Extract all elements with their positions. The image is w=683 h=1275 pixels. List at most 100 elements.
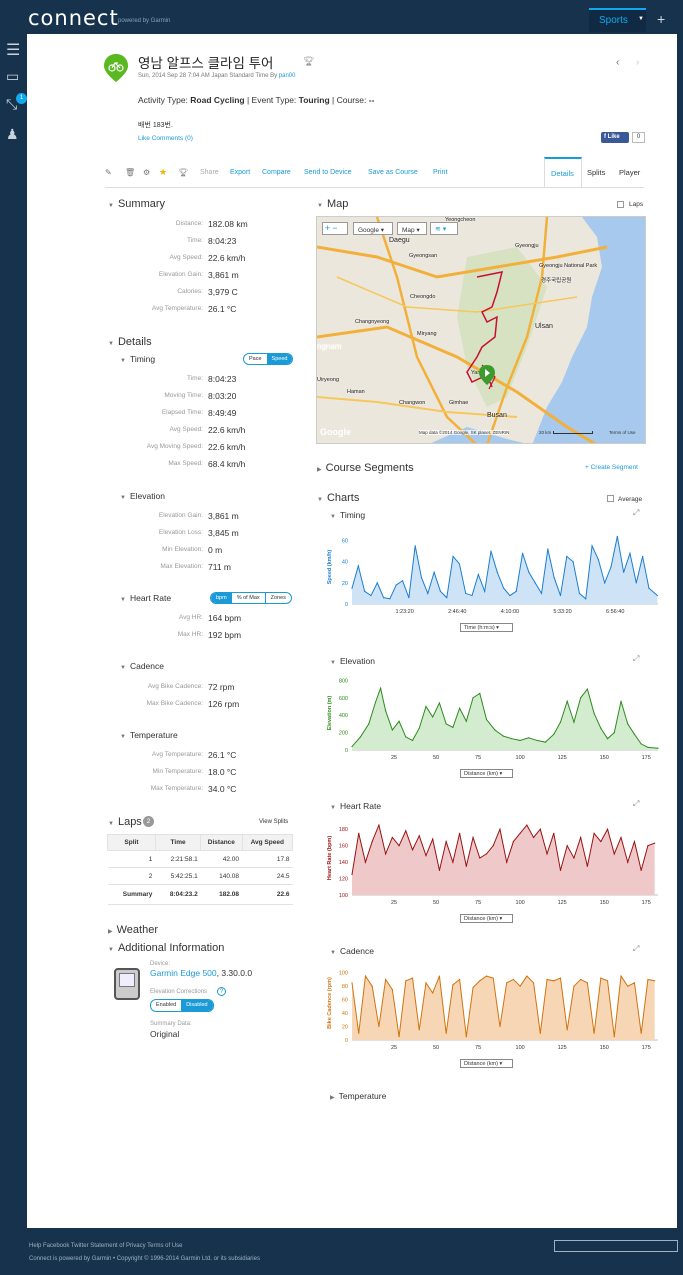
elevation-heading[interactable]: ▼ Elevation — [120, 491, 165, 501]
google-layer-select[interactable]: Google ▾ — [353, 222, 393, 235]
start-marker-icon[interactable] — [479, 365, 495, 385]
device-link[interactable]: Garmin Edge 500 — [150, 968, 217, 978]
tab-player[interactable]: Player — [619, 168, 641, 177]
data-point — [398, 845, 400, 847]
bpm-option[interactable]: bpm — [211, 593, 232, 603]
x-axis-select[interactable]: Distance (km) ▾ — [460, 769, 513, 778]
pace-speed-toggle[interactable]: Pace Speed — [243, 353, 294, 365]
share-button[interactable]: Share — [200, 169, 219, 176]
heart-rate-heading[interactable]: ▼ Heart Rate — [120, 593, 171, 603]
chart-heading[interactable]: ▼ Cadence — [330, 946, 374, 956]
stat-value: 126 rpm — [208, 699, 240, 709]
chart-elevation[interactable]: Elevation (m) 0 200 400 600 800 25 50 75 100 125 15… — [318, 670, 662, 770]
map-type-select[interactable]: Map ▾ — [397, 222, 427, 235]
charts-heading[interactable]: ▼ Charts — [317, 492, 359, 504]
connect-logo[interactable]: connect — [28, 6, 119, 30]
menu-icon[interactable]: ☰ — [6, 42, 21, 59]
details-heading[interactable]: ▼ Details — [108, 336, 152, 348]
trophy-toolbar-icon[interactable]: 🏆︎ — [178, 168, 189, 177]
laps-checkbox[interactable] — [617, 201, 624, 208]
event-type-value[interactable]: Touring — [298, 95, 330, 105]
x-tick-label: 150 — [600, 900, 609, 906]
summary-heading[interactable]: ▼ Summary — [108, 198, 165, 210]
tab-details[interactable]: Details — [544, 157, 582, 187]
chart-ylabel: Bike Cadence (rpm) — [327, 977, 333, 1029]
elevation-corrections-toggle[interactable]: Enabled Disabled — [150, 999, 214, 1012]
expand-triangle-icon: ▶ — [330, 1095, 335, 1101]
expand-icon[interactable]: ⤢ — [633, 944, 640, 953]
send-to-device-button[interactable]: Send to Device — [304, 169, 352, 176]
zones-option[interactable]: Zones — [270, 595, 286, 601]
enabled-option[interactable]: Enabled — [156, 1002, 177, 1008]
author-link[interactable]: pan00 — [278, 73, 296, 79]
create-segment-button[interactable]: + Create Segment — [585, 464, 638, 471]
view-splits-link[interactable]: View Splits — [259, 819, 289, 825]
help-icon[interactable]: ? — [217, 987, 226, 996]
map-place-label: Uiryeong — [317, 377, 340, 383]
timing-heading[interactable]: ▼ Timing — [120, 354, 155, 364]
activity-title[interactable]: 영남 알프스 클라임 투어 — [138, 56, 274, 71]
table-row[interactable]: 1 2:21:58.1 42.00 17.8 — [107, 850, 293, 868]
chart-heart-rate[interactable]: Heart Rate (bpm) 100 120 140 160 180 25 50 75 100… — [318, 815, 662, 915]
zoom-in-button[interactable]: + — [325, 223, 331, 233]
expand-icon[interactable]: ⤢ — [633, 508, 640, 517]
temperature-heading[interactable]: ▼ Temperature — [120, 730, 178, 740]
activity-type-value[interactable]: Road Cycling — [190, 95, 245, 105]
chart-heading[interactable]: ▼ Heart Rate — [330, 801, 381, 811]
prev-icon[interactable]: ‹ — [616, 57, 620, 68]
course-segments-heading[interactable]: ▶ Course Segments — [317, 462, 414, 474]
save-as-course-button[interactable]: Save as Course — [368, 169, 418, 176]
delete-icon[interactable]: 🗑︎ — [125, 168, 136, 177]
cadence-heading[interactable]: ▼ Cadence — [120, 661, 164, 671]
laps-heading[interactable]: ▼ Laps — [108, 816, 142, 828]
print-button[interactable]: Print — [433, 169, 448, 176]
favorite-star-icon[interactable]: ★ — [159, 167, 168, 177]
speed-option[interactable]: Speed — [266, 354, 293, 364]
chart-timing[interactable]: Speed (km/h) 0 20 40 60 1:23:20 2:46:40 4:10:00… — [318, 524, 662, 624]
activity-note[interactable]: 배번 183번. — [138, 122, 173, 129]
chart-heading[interactable]: ▼ Elevation — [330, 656, 375, 666]
facebook-like-button[interactable]: f Like — [601, 132, 629, 143]
tab-splits[interactable]: Splits — [587, 168, 606, 177]
pct-max-option[interactable]: % of Max — [232, 593, 266, 603]
temperature-chart-heading[interactable]: ▶ Temperature — [330, 1091, 386, 1101]
sports-menu-button[interactable]: Sports — [589, 8, 646, 32]
like-comments-link[interactable]: Like Comments (0) — [138, 135, 193, 142]
disabled-option[interactable]: Disabled — [181, 1000, 213, 1011]
x-axis-select[interactable]: Time (h:m:s) ▾ — [460, 623, 513, 632]
course-value[interactable]: -- — [368, 95, 375, 105]
zoom-out-button[interactable]: − — [332, 223, 338, 233]
user-icon[interactable]: ♟ — [6, 126, 19, 142]
table-row[interactable]: 2 5:42:25.1 140.08 24.5 — [107, 867, 293, 885]
edit-icon[interactable]: ✎ — [105, 168, 112, 177]
x-axis-select[interactable]: Distance (km) ▾ — [460, 914, 513, 923]
next-icon[interactable]: › — [636, 57, 640, 68]
additional-info-title: Additional Information — [117, 942, 225, 954]
chart-heading[interactable]: ▼ Timing — [330, 510, 365, 520]
export-button[interactable]: Export — [230, 169, 251, 176]
additional-info-heading[interactable]: ▼ Additional Information — [108, 942, 224, 954]
route-map[interactable]: + − Google ▾ Map ▾ ≋ ▾ Yeongcheon Daegu Gye… — [316, 216, 646, 444]
chart-cadence[interactable]: Bike Cadence (rpm) 0 20 40 60 80 100 25 50 75 100 1… — [318, 960, 662, 1060]
map-graphic[interactable] — [317, 217, 646, 444]
pace-option[interactable]: Pace — [249, 356, 262, 362]
footer-banner[interactable] — [554, 1240, 678, 1252]
add-icon[interactable]: + — [657, 11, 666, 27]
layers-icon[interactable]: ≋ ▾ — [430, 222, 458, 235]
gear-icon[interactable]: ⚙ — [143, 168, 151, 177]
x-axis-select[interactable]: Distance (km) ▾ — [460, 1059, 513, 1068]
connections-icon[interactable]: ⤡ — [6, 96, 18, 112]
map-heading[interactable]: ▼ Map — [317, 198, 348, 210]
expand-icon[interactable]: ⤢ — [633, 799, 640, 808]
weather-heading[interactable]: ▶ Weather — [108, 924, 158, 936]
average-checkbox[interactable] — [607, 495, 614, 502]
inbox-icon[interactable]: ▭ — [6, 68, 20, 84]
map-terms-link[interactable]: Terms of Use — [609, 430, 636, 435]
chevron-down-icon[interactable]: ▼ — [638, 16, 644, 22]
laps-title: Laps — [117, 816, 142, 828]
compare-button[interactable]: Compare — [262, 169, 291, 176]
hr-unit-toggle[interactable]: bpm % of Max Zones — [210, 592, 292, 604]
footer-links[interactable]: Help Facebook Twitter Statement of Priva… — [29, 1243, 183, 1249]
expand-icon[interactable]: ⤢ — [633, 654, 640, 663]
data-point — [613, 1036, 615, 1038]
